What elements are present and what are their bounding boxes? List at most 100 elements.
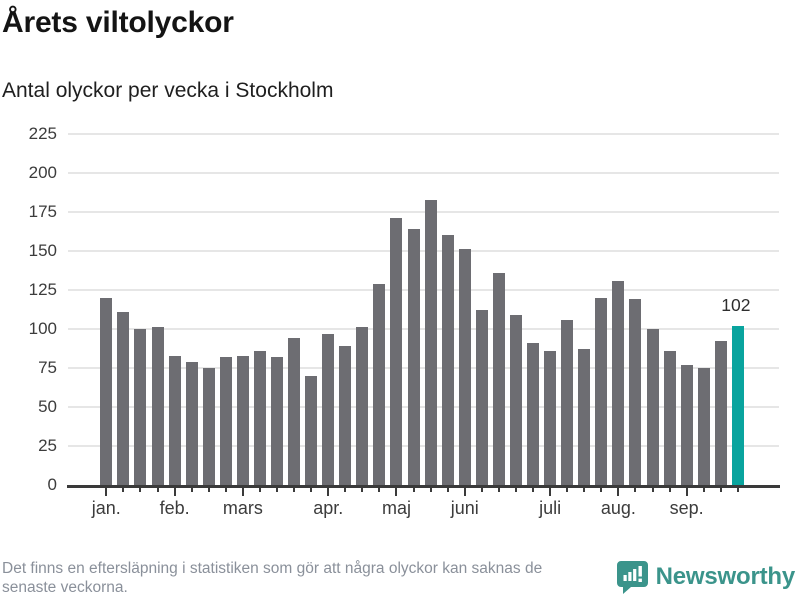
x-axis-week-tick — [600, 488, 603, 492]
bar-week — [288, 338, 301, 486]
bar-week — [509, 314, 522, 486]
footer-note-line-2: senaste veckorna. — [2, 578, 128, 596]
gridline-100 — [68, 328, 779, 330]
newsworthy-bubble-chart-icon — [616, 560, 648, 594]
x-axis-month-tick — [617, 488, 620, 496]
x-axis-week-tick — [156, 488, 159, 492]
bar-week — [219, 357, 232, 486]
x-axis-line — [67, 485, 780, 488]
y-axis-label: 125 — [28, 280, 57, 299]
gridline-225 — [68, 133, 779, 135]
bar-week — [339, 346, 352, 486]
y-axis-label: 50 — [38, 397, 57, 416]
bar-week — [629, 299, 642, 486]
bar-week — [253, 350, 266, 486]
bar-week — [356, 327, 369, 486]
x-axis-week-tick — [497, 488, 500, 492]
bar-week — [100, 297, 113, 486]
x-axis-week-tick — [480, 488, 483, 492]
chart-subtitle: Antal olyckor per vecka i Stockholm — [2, 79, 334, 102]
gridline-125 — [68, 289, 779, 291]
x-axis-week-tick — [412, 488, 415, 492]
x-axis-week-tick — [719, 488, 722, 492]
bar-week — [322, 333, 335, 486]
x-axis-week-tick — [429, 488, 432, 492]
x-axis-week-tick — [583, 488, 586, 492]
x-axis-week-tick — [276, 488, 278, 492]
x-axis-month-tick — [395, 488, 398, 496]
bar-week — [714, 341, 727, 486]
bar-week — [305, 375, 318, 486]
bar-week — [527, 343, 540, 486]
bar-week — [492, 272, 505, 486]
gridline-25 — [68, 445, 779, 447]
y-axis-label: 0 — [47, 475, 57, 494]
x-axis-week-tick — [736, 488, 739, 492]
bar-week — [646, 329, 659, 486]
page-title: Årets viltolyckor — [2, 6, 234, 39]
x-axis-month-tick — [549, 488, 552, 496]
x-axis-week-tick — [668, 488, 671, 492]
bar-week — [680, 364, 693, 486]
bar-week — [151, 327, 164, 486]
x-axis-week-tick — [702, 488, 705, 492]
x-axis-week-tick — [122, 488, 125, 492]
x-axis-week-tick — [446, 488, 449, 492]
footer-note: Det finns en eftersläpning i statistiken… — [2, 560, 542, 597]
bar-week — [134, 329, 147, 486]
x-axis-month-tick — [105, 488, 108, 496]
x-axis-week-tick — [532, 488, 535, 492]
bar-week — [475, 310, 488, 486]
gridline-175 — [68, 211, 779, 213]
bar-week — [544, 350, 557, 486]
gridline-150 — [68, 250, 779, 252]
x-axis-week-tick — [310, 488, 313, 492]
x-axis-label-juli: juli — [539, 498, 562, 518]
gridline-75 — [68, 367, 779, 369]
gridline-50 — [68, 406, 779, 408]
y-axis-label: 150 — [28, 241, 57, 260]
bar-week — [595, 297, 608, 486]
x-axis-month-tick — [463, 488, 466, 496]
x-axis-week-tick — [651, 488, 654, 492]
bar-week — [424, 199, 437, 486]
x-axis-week-tick — [361, 488, 364, 492]
bar-week — [373, 283, 386, 486]
x-axis-label-maj: maj — [381, 498, 411, 518]
x-axis-month-tick — [241, 488, 244, 496]
x-axis-week-tick — [224, 488, 227, 492]
bar-week — [271, 357, 283, 486]
x-axis-month-tick — [327, 488, 330, 496]
bar-week — [202, 368, 215, 486]
bar-current-week-highlight — [731, 325, 744, 486]
x-axis-week-tick — [139, 488, 142, 492]
y-axis-label: 200 — [28, 163, 57, 182]
footer-note-line-1: Det finns en eftersläpning i statistiken… — [2, 560, 543, 577]
newsworthy-logo: Newsworthy — [616, 560, 795, 594]
y-axis-label: 225 — [28, 124, 57, 143]
bar-week — [578, 349, 591, 486]
bar-week — [612, 280, 625, 486]
x-axis-week-tick — [514, 488, 517, 492]
highlight-value-label: 102 — [721, 294, 751, 315]
x-axis-month-tick — [685, 488, 688, 496]
bar-week — [407, 229, 420, 486]
x-axis-label-jan: jan. — [91, 498, 121, 518]
x-axis-label-mars: mars — [222, 498, 263, 518]
bar-week — [168, 355, 181, 486]
x-axis-week-tick — [258, 488, 261, 492]
bar-week — [441, 235, 454, 486]
x-axis-month-tick — [173, 488, 176, 496]
bar-week — [185, 361, 198, 486]
x-axis-week-tick — [566, 488, 569, 492]
bar-week — [458, 249, 471, 486]
bar-week — [561, 319, 574, 486]
y-axis-label: 100 — [28, 319, 57, 338]
bar-week — [697, 368, 710, 486]
x-axis-week-tick — [634, 488, 637, 492]
x-axis-label-sep: sep. — [669, 498, 704, 518]
x-axis-week-tick — [190, 488, 193, 492]
x-axis-week-tick — [378, 488, 381, 492]
x-axis-week-tick — [344, 488, 347, 492]
